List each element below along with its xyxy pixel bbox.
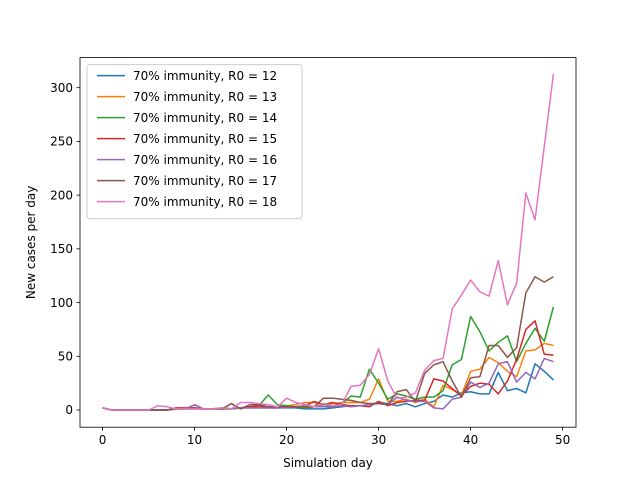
x-tick-label: 20 (279, 433, 294, 447)
legend-entry-1: 70% immunity, R0 = 12 (133, 69, 277, 83)
legend-entry-3: 70% immunity, R0 = 14 (133, 111, 277, 125)
legend: 70% immunity, R0 = 12 70% immunity, R0 = … (86, 64, 303, 220)
legend-entry-2: 70% immunity, R0 = 13 (133, 90, 277, 104)
y-axis: 0 50 100 150 200 250 300 (50, 81, 80, 417)
y-tick-label: 100 (50, 296, 73, 310)
x-tick-label: 10 (187, 433, 202, 447)
x-axis-label: Simulation day (283, 456, 373, 470)
x-tick-label: 40 (463, 433, 478, 447)
legend-box (86, 64, 303, 220)
y-tick-label: 250 (50, 135, 73, 149)
y-tick-label: 150 (50, 242, 73, 256)
x-axis: 0 10 20 30 40 50 (99, 427, 570, 447)
series-line-5 (102, 357, 554, 411)
y-tick-label: 0 (65, 403, 73, 417)
series-line-4 (102, 320, 554, 411)
x-tick-label: 0 (99, 433, 107, 447)
y-tick-label: 200 (50, 188, 73, 202)
y-tick-label: 300 (50, 81, 73, 95)
axes-frame (79, 57, 577, 428)
legend-entry-7: 70% immunity, R0 = 18 (133, 195, 277, 209)
y-axis-label: New cases per day (24, 186, 38, 299)
x-tick-label: 50 (555, 433, 570, 447)
y-tick-label: 50 (58, 349, 73, 363)
x-tick-label: 30 (371, 433, 386, 447)
legend-entry-6: 70% immunity, R0 = 17 (133, 174, 277, 188)
series-line-2 (102, 342, 554, 411)
legend-entry-5: 70% immunity, R0 = 16 (133, 153, 277, 167)
legend-entry-4: 70% immunity, R0 = 15 (133, 132, 277, 146)
plot-lines (102, 73, 555, 411)
series-line-7 (102, 73, 555, 411)
